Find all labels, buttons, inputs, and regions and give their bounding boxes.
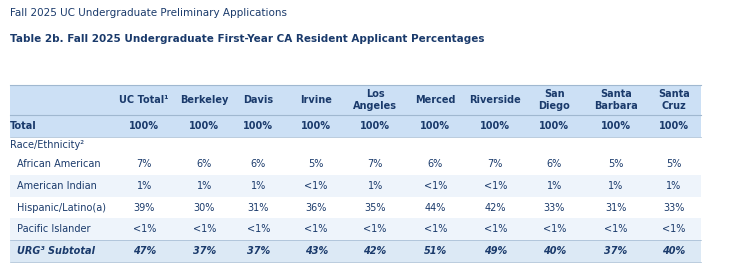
Text: 1%: 1% <box>547 181 562 191</box>
Text: San
Diego: San Diego <box>538 89 570 111</box>
Text: UC Total¹: UC Total¹ <box>119 95 169 105</box>
Text: 33%: 33% <box>663 202 684 213</box>
Text: 100%: 100% <box>301 121 331 131</box>
Text: 6%: 6% <box>547 159 562 169</box>
Text: 100%: 100% <box>129 121 159 131</box>
Text: 36%: 36% <box>306 202 327 213</box>
Text: 7%: 7% <box>367 159 383 169</box>
Text: 6%: 6% <box>251 159 266 169</box>
Text: <1%: <1% <box>542 224 566 234</box>
Text: 100%: 100% <box>539 121 569 131</box>
Text: 37%: 37% <box>247 246 270 256</box>
Text: 100%: 100% <box>421 121 450 131</box>
Text: 100%: 100% <box>360 121 390 131</box>
Text: 100%: 100% <box>243 121 273 131</box>
Text: <1%: <1% <box>484 181 507 191</box>
Text: <1%: <1% <box>246 224 270 234</box>
Text: 1%: 1% <box>197 181 212 191</box>
Text: Fall 2025 UC Undergraduate Preliminary Applications: Fall 2025 UC Undergraduate Preliminary A… <box>10 8 287 18</box>
Text: 6%: 6% <box>197 159 212 169</box>
Text: 42%: 42% <box>363 246 387 256</box>
Text: African American: African American <box>17 159 101 169</box>
Text: 1%: 1% <box>608 181 623 191</box>
Text: Riverside: Riverside <box>469 95 521 105</box>
Text: 1%: 1% <box>251 181 266 191</box>
Text: 37%: 37% <box>193 246 216 256</box>
Text: 100%: 100% <box>481 121 510 131</box>
Text: 33%: 33% <box>544 202 565 213</box>
Text: <1%: <1% <box>304 181 328 191</box>
Text: 1%: 1% <box>137 181 152 191</box>
Text: <1%: <1% <box>363 224 387 234</box>
Text: 5%: 5% <box>666 159 681 169</box>
Text: American Indian: American Indian <box>17 181 97 191</box>
Text: 47%: 47% <box>133 246 155 256</box>
Text: 31%: 31% <box>605 202 626 213</box>
Text: 1%: 1% <box>367 181 383 191</box>
Text: 5%: 5% <box>309 159 324 169</box>
Text: 44%: 44% <box>424 202 446 213</box>
Text: <1%: <1% <box>662 224 686 234</box>
Text: Race/Ethnicity²: Race/Ethnicity² <box>10 140 84 150</box>
Text: <1%: <1% <box>304 224 328 234</box>
Text: 40%: 40% <box>662 246 685 256</box>
Text: <1%: <1% <box>192 224 216 234</box>
Text: 51%: 51% <box>424 246 447 256</box>
Text: 39%: 39% <box>134 202 155 213</box>
Text: <1%: <1% <box>604 224 628 234</box>
Text: <1%: <1% <box>424 224 447 234</box>
Text: 49%: 49% <box>484 246 507 256</box>
Text: 7%: 7% <box>487 159 503 169</box>
Text: Los
Angeles: Los Angeles <box>353 89 397 111</box>
Text: 5%: 5% <box>608 159 623 169</box>
Text: 42%: 42% <box>484 202 506 213</box>
Text: <1%: <1% <box>132 224 156 234</box>
Text: 7%: 7% <box>137 159 152 169</box>
Text: 100%: 100% <box>659 121 689 131</box>
Text: <1%: <1% <box>424 181 447 191</box>
Text: 6%: 6% <box>427 159 443 169</box>
Text: 43%: 43% <box>305 246 327 256</box>
Text: 100%: 100% <box>601 121 631 131</box>
Text: 31%: 31% <box>248 202 269 213</box>
Text: Davis: Davis <box>243 95 273 105</box>
Text: 35%: 35% <box>364 202 386 213</box>
Text: Santa
Cruz: Santa Cruz <box>658 89 689 111</box>
Text: 37%: 37% <box>605 246 627 256</box>
Text: Table 2b. Fall 2025 Undergraduate First-Year CA Resident Applicant Percentages: Table 2b. Fall 2025 Undergraduate First-… <box>10 34 484 45</box>
Text: 1%: 1% <box>666 181 681 191</box>
Text: URG³ Subtotal: URG³ Subtotal <box>17 246 95 256</box>
Text: <1%: <1% <box>484 224 507 234</box>
Text: Hispanic/Latino(a): Hispanic/Latino(a) <box>17 202 107 213</box>
Text: Berkeley: Berkeley <box>180 95 228 105</box>
Text: 40%: 40% <box>543 246 566 256</box>
Text: 30%: 30% <box>194 202 215 213</box>
Text: Santa
Barbara: Santa Barbara <box>594 89 638 111</box>
Text: Pacific Islander: Pacific Islander <box>17 224 91 234</box>
Text: Merced: Merced <box>415 95 455 105</box>
Text: Irvine: Irvine <box>300 95 332 105</box>
Text: Total: Total <box>10 121 37 131</box>
Text: 100%: 100% <box>189 121 219 131</box>
